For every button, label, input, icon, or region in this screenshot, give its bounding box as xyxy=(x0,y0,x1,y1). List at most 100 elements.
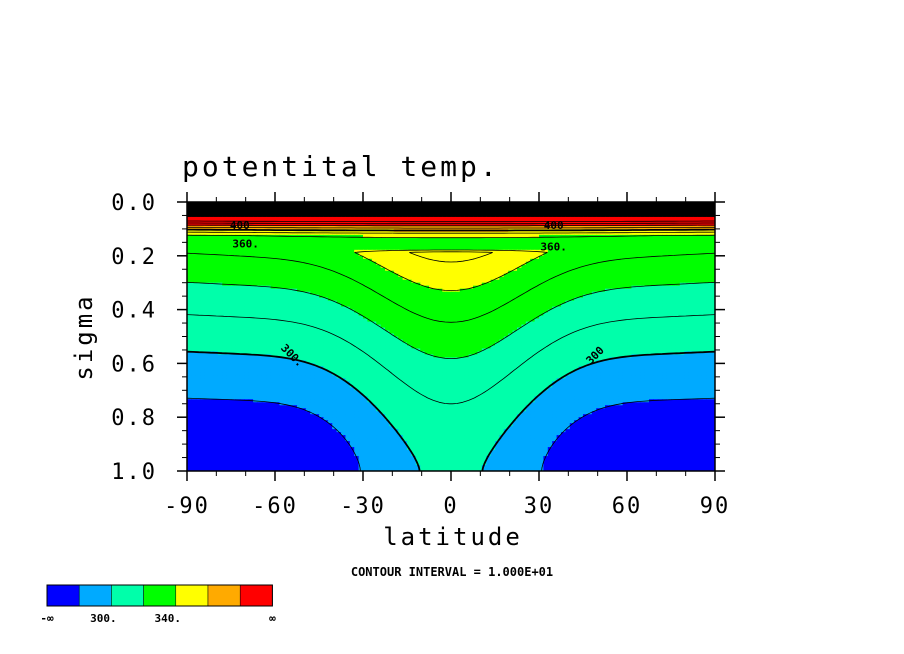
field-cell xyxy=(248,213,254,218)
field-cell xyxy=(653,204,659,209)
field-cell xyxy=(231,219,236,224)
field-cell xyxy=(517,207,522,212)
field-cell xyxy=(393,204,399,209)
field-cell xyxy=(569,222,575,227)
field-cell xyxy=(684,213,690,218)
field-cell xyxy=(613,204,619,209)
field-cell xyxy=(411,204,417,209)
field-cell xyxy=(301,222,307,227)
field-cell xyxy=(187,225,192,230)
field-cell xyxy=(539,207,544,212)
field-cell xyxy=(662,219,668,224)
field-cell xyxy=(644,216,650,221)
field-cell xyxy=(455,222,461,227)
field-cell xyxy=(420,210,426,215)
field-cell xyxy=(640,204,646,209)
field-cell xyxy=(297,210,302,215)
field-cell xyxy=(217,213,223,218)
field-cell xyxy=(481,210,487,215)
field-cell xyxy=(389,210,395,215)
field-cell xyxy=(490,204,496,209)
field-cell xyxy=(508,216,514,221)
field-cell xyxy=(543,207,549,212)
field-cell xyxy=(209,219,214,224)
field-cell xyxy=(455,207,461,212)
field-cell xyxy=(200,213,206,218)
field-cell xyxy=(226,231,232,236)
field-cell xyxy=(314,216,320,221)
field-cell xyxy=(543,213,549,218)
field-cell xyxy=(697,204,703,209)
field-cell xyxy=(385,207,390,212)
field-cell xyxy=(675,204,681,209)
field-cell xyxy=(235,207,241,212)
field-cell xyxy=(323,222,329,227)
field-cell xyxy=(701,225,707,230)
field-cell xyxy=(662,222,668,227)
field-cell xyxy=(226,202,232,206)
field-cell xyxy=(583,207,588,212)
field-cell xyxy=(389,207,395,212)
field-cell xyxy=(644,219,650,224)
field-cell xyxy=(442,202,448,206)
field-cell xyxy=(380,216,386,221)
field-cell xyxy=(222,219,228,224)
field-cell xyxy=(495,213,500,218)
field-cell xyxy=(481,204,487,209)
field-cell xyxy=(649,204,654,209)
field-cell xyxy=(464,207,470,212)
field-cell xyxy=(349,202,355,206)
field-cell xyxy=(653,222,659,227)
field-cell xyxy=(358,207,364,212)
field-cell xyxy=(503,207,509,212)
field-cell xyxy=(499,222,505,227)
field-cell xyxy=(411,222,417,227)
field-cell xyxy=(248,207,254,212)
field-cell xyxy=(257,219,263,224)
field-cell xyxy=(578,204,584,209)
field-cell xyxy=(561,222,566,227)
field-cell xyxy=(679,204,685,209)
field-cell xyxy=(605,207,610,212)
field-cell xyxy=(657,222,663,227)
field-cell xyxy=(697,207,703,212)
field-cell xyxy=(253,231,258,236)
field-cell xyxy=(288,222,294,227)
field-cell xyxy=(653,207,659,212)
field-cell xyxy=(697,228,703,233)
field-cell xyxy=(701,207,707,212)
field-cell xyxy=(710,210,715,215)
field-cell xyxy=(283,204,289,209)
field-cell xyxy=(451,210,456,215)
field-cell xyxy=(266,231,272,236)
field-cell xyxy=(481,207,487,212)
field-cell xyxy=(446,213,452,218)
field-cell xyxy=(525,216,531,221)
field-cell xyxy=(710,213,715,218)
field-cell xyxy=(565,222,571,227)
field-cell xyxy=(517,213,522,218)
field-cell xyxy=(701,210,707,215)
field-cell xyxy=(187,216,192,221)
field-cell xyxy=(552,216,558,221)
field-cell xyxy=(415,202,421,206)
field-cell xyxy=(486,216,492,221)
field-cell xyxy=(283,216,289,221)
field-cell xyxy=(596,207,602,212)
field-cell xyxy=(297,216,302,221)
field-cell xyxy=(631,207,637,212)
field-cell xyxy=(371,204,377,209)
field-cell xyxy=(600,222,606,227)
field-cell xyxy=(288,213,294,218)
field-cell xyxy=(459,204,465,209)
field-cell xyxy=(279,213,285,218)
field-cell xyxy=(283,231,289,236)
field-cell xyxy=(477,210,483,215)
field-cell xyxy=(279,202,285,206)
field-cell xyxy=(706,219,712,224)
field-cell xyxy=(666,202,672,206)
field-cell xyxy=(631,216,637,221)
field-cell xyxy=(525,222,531,227)
field-cell xyxy=(332,222,338,227)
field-cell xyxy=(446,216,452,221)
